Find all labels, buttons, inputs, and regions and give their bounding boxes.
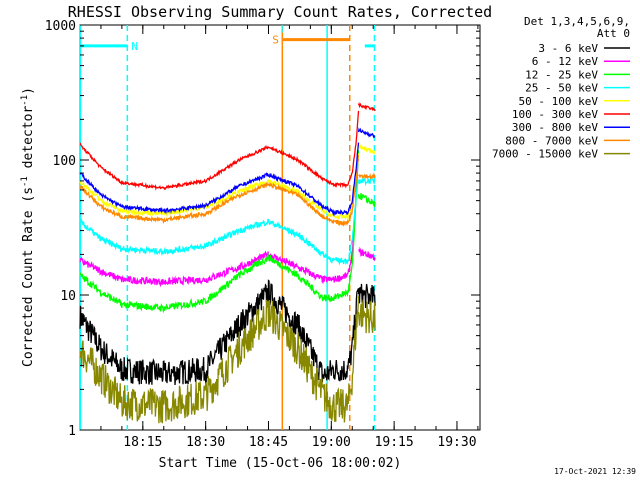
x-axis-label: Start Time (15-Oct-06 18:00:02) <box>159 456 402 471</box>
series-line-after-gap <box>357 283 376 310</box>
series-line <box>79 154 360 227</box>
legend-label: 6 - 12 keV <box>532 55 599 68</box>
timestamp: 17-Oct-2021 12:39 <box>554 467 636 476</box>
legend-label: 300 - 800 keV <box>512 121 598 134</box>
y-tick-label: 100 <box>53 154 76 169</box>
x-tick-label: 19:30 <box>437 435 476 450</box>
x-axis-ticks: 18:15 18:30 18:45 19:00 19:15 19:30 <box>100 25 479 450</box>
series-line-after-gap <box>357 176 376 187</box>
series-line-after-gap <box>358 246 376 262</box>
series-line-after-gap <box>358 172 376 180</box>
series-line-after-gap <box>357 193 376 208</box>
legend-label: 3 - 6 keV <box>538 42 598 55</box>
y-axis-label-end: ) <box>21 87 36 95</box>
x-tick-label: 19:00 <box>312 435 351 450</box>
y-tick-label: 10 <box>60 289 76 304</box>
y-axis-ticks: 1 10 100 1000 <box>45 19 480 439</box>
legend-header-line-2: Att 0 <box>597 27 630 40</box>
legend-header-line-1: Det 1,3,4,5,6,9, <box>524 15 630 28</box>
series-line-after-gap <box>357 127 376 139</box>
series-line <box>79 295 360 424</box>
series-line <box>79 142 360 217</box>
y-axis-label-sup1: -1 <box>20 176 30 187</box>
series-line-after-gap <box>357 144 376 155</box>
series-line <box>79 279 360 386</box>
y-axis-label-sup2: -1 <box>20 95 30 106</box>
series-line-after-gap <box>357 299 376 334</box>
series-line <box>79 159 360 288</box>
y-axis-label: Corrected Count Rate (s-1 detector-1) <box>20 87 36 367</box>
y-axis-label-mid: detector <box>21 106 36 177</box>
legend-label: 800 - 7000 keV <box>505 134 598 147</box>
chart-title: RHESSI Observing Summary Count Rates, Co… <box>68 3 492 21</box>
band-n-label: N <box>131 40 138 53</box>
x-tick-label: 18:15 <box>123 435 162 450</box>
series-line <box>79 110 360 191</box>
series-line <box>79 181 359 266</box>
x-tick-label: 18:30 <box>186 435 225 450</box>
legend-label: 12 - 25 keV <box>525 68 598 81</box>
x-tick-label: 18:45 <box>249 435 288 450</box>
series-line <box>79 153 360 221</box>
legend-label: 100 - 300 keV <box>512 108 598 121</box>
x-tick-label: 19:15 <box>375 435 414 450</box>
legend-label: 7000 - 15000 keV <box>492 148 598 161</box>
legend-label: 50 - 100 keV <box>519 95 599 108</box>
y-axis-label-main: Corrected Count Rate (s <box>21 187 36 367</box>
band-s-label: S <box>272 34 279 47</box>
series-line-after-gap <box>357 101 376 112</box>
series-group <box>79 101 376 424</box>
y-tick-label: 1000 <box>45 19 76 34</box>
y-tick-label: 1 <box>68 424 76 439</box>
series-line <box>79 150 360 314</box>
legend-label: 25 - 50 keV <box>525 82 598 95</box>
